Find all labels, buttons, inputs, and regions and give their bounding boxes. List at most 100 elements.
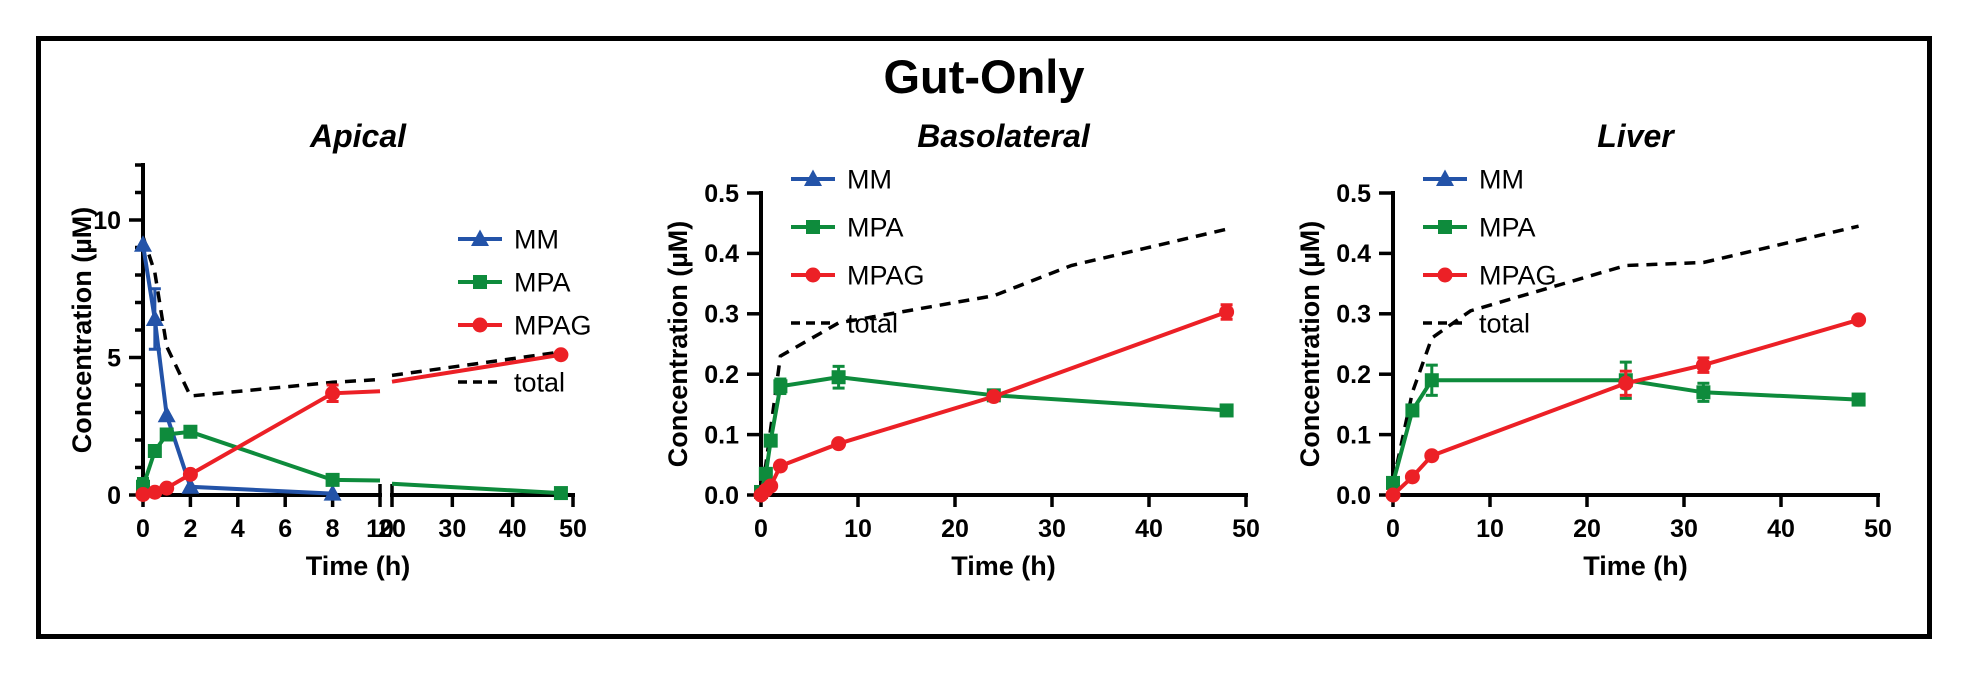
series-MM [134, 235, 342, 501]
triangle-marker [1436, 169, 1454, 186]
circle-marker [805, 267, 821, 283]
x-tick-label: 10 [366, 515, 394, 543]
legend-total: total [1423, 308, 1530, 338]
liver-chart: 0.0 0.1 0.2 0.3 0.4 0.5 0 10 20 30 40 50 MM MPA MPAG to… [1295, 118, 1892, 581]
circle-marker [831, 436, 847, 452]
x-tick-label: 20 [378, 515, 406, 543]
square-marker [183, 424, 198, 439]
axes [129, 163, 575, 507]
panel-title: Apical [309, 118, 407, 154]
series-MPAG [135, 347, 569, 502]
circle-marker [1618, 375, 1634, 391]
triangle-marker [804, 169, 822, 186]
circle-marker [135, 486, 151, 502]
legend-label: MPAG [514, 310, 592, 340]
circle-marker [1219, 304, 1235, 320]
square-marker [147, 444, 162, 458]
series-line [391, 350, 562, 378]
x-tick-label: 50 [1232, 515, 1260, 543]
square-marker [553, 486, 568, 501]
x-tick-label: 30 [438, 515, 466, 543]
square-marker [806, 220, 820, 234]
legend-label: MPA [847, 212, 904, 242]
legend-MPAG: MPAG [791, 260, 925, 290]
x-tick-label: 10 [1476, 515, 1504, 543]
circle-marker [986, 389, 1002, 405]
y-tick-label: 0.3 [704, 301, 739, 329]
legend-label: MPAG [847, 260, 925, 290]
x-tick-label: 2 [183, 515, 197, 543]
series-line [391, 352, 562, 384]
triangle-marker [181, 477, 200, 494]
series-MPAG [753, 303, 1235, 503]
legend-label: total [1479, 308, 1530, 338]
x-tick-label: 40 [1767, 515, 1795, 543]
square-marker [325, 472, 340, 487]
x-tick-label: 0 [754, 515, 768, 543]
y-axis-label: Concentration (µM) [1295, 221, 1325, 468]
circle-marker [472, 317, 488, 333]
x-tick-label: 40 [499, 515, 527, 543]
triangle-marker [471, 229, 489, 246]
square-marker [773, 379, 788, 394]
square-marker [473, 275, 487, 289]
series-total [141, 235, 562, 398]
square-marker [1851, 392, 1866, 407]
x-tick-label: 50 [559, 515, 587, 543]
y-axis-label: Concentration (µM) [67, 207, 97, 454]
legend-total: total [458, 367, 565, 397]
triangle-marker [134, 235, 152, 252]
circle-marker [772, 458, 788, 474]
y-tick-label: 0.0 [704, 482, 739, 510]
circle-marker [1437, 267, 1453, 283]
x-tick-label: 6 [278, 515, 292, 543]
circle-marker [182, 466, 198, 482]
triangle-marker [323, 484, 342, 501]
legend-label: MPA [1479, 212, 1536, 242]
legend-label: MM [1479, 164, 1524, 194]
legend-label: total [514, 367, 565, 397]
series-line [1391, 224, 1859, 484]
legend-MPA: MPA [1423, 212, 1536, 242]
triangle-marker [145, 309, 164, 326]
square-marker [1438, 220, 1452, 234]
square-marker [1424, 373, 1439, 388]
square-marker [758, 466, 773, 481]
square-marker [1219, 403, 1234, 418]
legend-label: MPA [514, 267, 571, 297]
series-MPA [754, 364, 1234, 499]
y-axis-label: Concentration (µM) [663, 221, 693, 468]
legend-MM: MM [458, 224, 559, 254]
x-tick-label: 0 [136, 515, 150, 543]
x-tick-label: 30 [1038, 515, 1066, 543]
y-tick-label: 0.4 [704, 240, 739, 268]
legend-label: MM [847, 164, 892, 194]
y-tick-label: 0 [107, 482, 121, 510]
circle-marker [1404, 469, 1420, 485]
circle-marker [763, 478, 779, 494]
square-marker [763, 433, 778, 448]
series-line [141, 244, 333, 496]
series-line [1391, 378, 1859, 484]
series-line [141, 429, 381, 488]
x-axis-label: Time (h) [1583, 551, 1688, 581]
circle-marker [553, 347, 569, 363]
legend-total: total [791, 308, 898, 338]
series-line [759, 227, 1227, 490]
y-tick-label: 10 [93, 207, 121, 235]
x-tick-label: 50 [1864, 515, 1892, 543]
square-marker [831, 370, 846, 385]
x-tick-label: 4 [231, 515, 245, 543]
series-line [1391, 317, 1860, 497]
figure-title: Gut-Only [883, 50, 1085, 103]
basolateral-chart: 0.0 0.1 0.2 0.3 0.4 0.5 0 10 20 30 40 50 MM MPA MPAG to… [663, 118, 1260, 581]
panel-title: Basolateral [917, 118, 1091, 154]
y-tick-label: 0.2 [1336, 361, 1371, 389]
x-axis-label: Time (h) [951, 551, 1056, 581]
y-tick-label: 0.3 [1336, 301, 1371, 329]
legend-MPAG: MPAG [1423, 260, 1557, 290]
y-tick-label: 0.5 [704, 180, 739, 208]
legend-MM: MM [791, 164, 892, 194]
circle-marker [159, 480, 175, 496]
